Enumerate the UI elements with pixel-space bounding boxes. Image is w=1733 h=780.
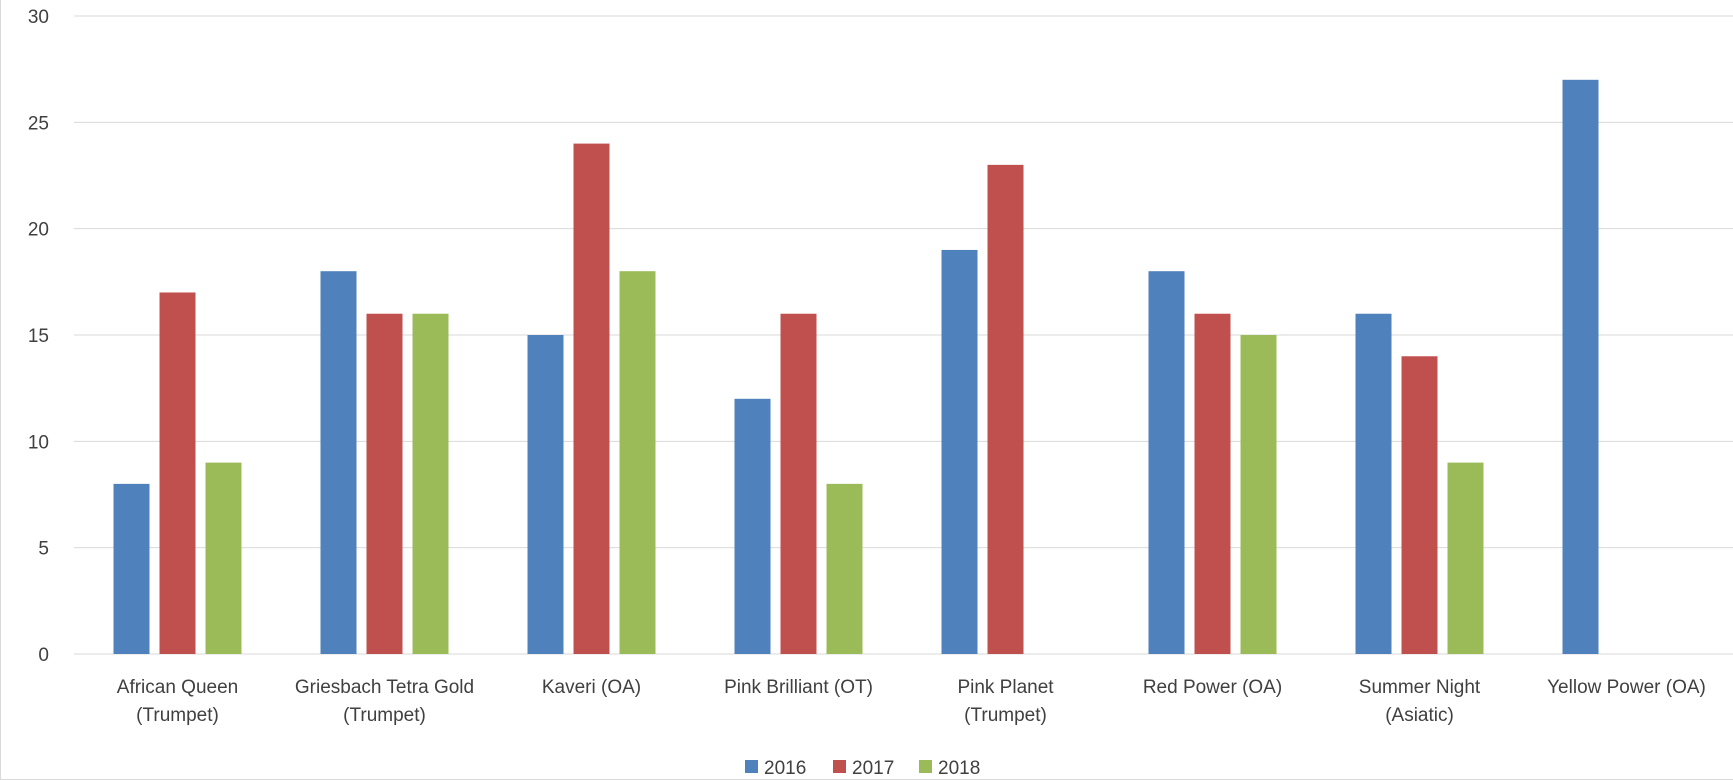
bar-2017-5 [1194,313,1231,654]
y-tick-label: 25 [28,113,49,134]
x-category-label: African Queen [117,677,238,698]
x-category-label: Summer Night [1359,677,1481,698]
bar-2016-1 [320,271,357,654]
bar-2017-4 [987,164,1024,654]
legend-swatch-2016 [745,760,758,773]
bar-2018-6 [1447,462,1484,654]
bar-2017-1 [366,313,403,654]
bar-2016-0 [113,483,150,654]
x-category-label: Red Power (OA) [1143,677,1282,698]
x-category-label: (Trumpet) [136,705,219,726]
legend-label-2017: 2017 [852,758,894,779]
legend-label-2016: 2016 [764,758,806,779]
y-tick-label: 15 [28,326,49,347]
bar-2016-5 [1148,271,1185,654]
bar-2016-2 [527,335,564,654]
bar-2016-3 [734,398,771,654]
bar-2018-5 [1240,335,1277,654]
legend-swatch-2017 [833,760,846,773]
y-tick-label: 0 [38,645,49,666]
x-category-label: Griesbach Tetra Gold [295,677,474,698]
x-category-label: Pink Brilliant (OT) [724,677,873,698]
bar-2018-1 [412,313,449,654]
bar-2016-4 [941,249,978,654]
bar-2017-3 [780,313,817,654]
y-tick-label: 5 [38,539,49,560]
x-category-label: (Trumpet) [964,705,1047,726]
bar-2018-3 [826,483,863,654]
x-category-label: Yellow Power (OA) [1547,677,1706,698]
bar-2017-2 [573,143,610,654]
legend-swatch-2018 [919,760,932,773]
y-tick-label: 10 [28,432,49,453]
x-category-label: (Asiatic) [1385,705,1454,726]
bar-2018-2 [619,271,656,654]
y-tick-label: 20 [28,220,49,241]
bar-2017-0 [159,292,196,654]
legend-label-2018: 2018 [938,758,980,779]
x-category-label: (Trumpet) [343,705,426,726]
bar-2016-6 [1355,313,1392,654]
x-category-label: Kaveri (OA) [542,677,641,698]
bar-2016-7 [1562,79,1599,655]
y-tick-label: 30 [28,7,49,28]
bar-2017-6 [1401,356,1438,654]
bar-2018-0 [205,462,242,654]
x-category-label: Pink Planet [957,677,1054,698]
